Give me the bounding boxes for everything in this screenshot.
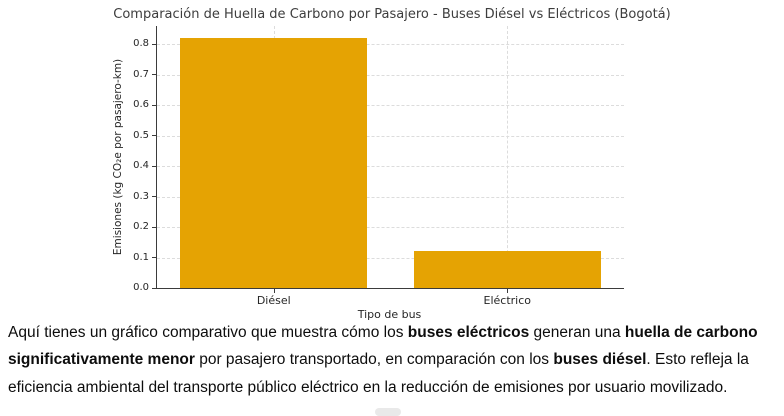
bar-chart-figure: Comparación de Huella de Carbono por Pas… bbox=[112, 7, 671, 321]
bold-text-segment: buses eléctricos bbox=[407, 324, 530, 341]
y-gridline bbox=[157, 227, 624, 229]
y-gridline bbox=[157, 135, 624, 137]
x-axis-title: Tipo de bus bbox=[357, 308, 422, 321]
bottom-partial-element bbox=[375, 408, 401, 416]
y-tick-mark bbox=[152, 104, 156, 106]
y-tick-label: 0.8 bbox=[133, 38, 149, 50]
y-tick-label: 0.1 bbox=[133, 251, 149, 263]
text-segment: Aquí tienes un gráfico comparativo que m… bbox=[8, 324, 408, 341]
bold-text-segment: buses diésel bbox=[553, 351, 647, 369]
y-tick-label: 0.6 bbox=[133, 99, 149, 111]
y-gridline bbox=[157, 257, 624, 259]
chart-title: Comparación de Huella de Carbono por Pas… bbox=[113, 7, 671, 22]
y-tick-label: 0.2 bbox=[133, 221, 149, 233]
x-gridline bbox=[507, 26, 509, 288]
x-tick-mark bbox=[507, 289, 509, 293]
y-tick-mark bbox=[152, 196, 156, 198]
bar-electrico bbox=[413, 251, 601, 288]
text-segment: por pasajero transportado, en comparació… bbox=[194, 351, 554, 369]
y-tick-label: 0.3 bbox=[133, 190, 149, 202]
x-tick-label: Eléctrico bbox=[483, 294, 532, 307]
text-segment: . Esto refleja la eficiencia ambiental d… bbox=[8, 351, 749, 396]
y-gridline bbox=[157, 196, 624, 198]
y-tick-label: 0.5 bbox=[133, 129, 149, 141]
x-tick-mark bbox=[273, 289, 275, 293]
plot-area: 0.0 0.1 0.2 0.3 0.4 0.5 0.6 0.7 0.8 Diésel Eléctri… bbox=[133, 26, 624, 307]
assistant-message: Aquí tienes un gráfico comparativo que m… bbox=[8, 319, 778, 401]
bar-diesel bbox=[180, 38, 368, 288]
y-tick-mark bbox=[152, 257, 156, 259]
y-gridline bbox=[157, 44, 624, 46]
y-tick-mark bbox=[152, 165, 156, 167]
x-tick-label: Diésel bbox=[256, 294, 291, 307]
y-gridline bbox=[157, 105, 624, 107]
y-tick-mark bbox=[152, 74, 156, 76]
y-gridline bbox=[157, 74, 624, 76]
y-tick-mark bbox=[152, 43, 156, 45]
y-tick-label: 0.7 bbox=[133, 68, 149, 80]
y-gridline bbox=[157, 166, 624, 168]
text-segment: generan una bbox=[529, 324, 625, 341]
y-tick-mark bbox=[152, 287, 156, 289]
y-tick-mark bbox=[152, 135, 156, 137]
y-tick-mark bbox=[152, 226, 156, 228]
bold-text-segment: huella de carbono significativamente men… bbox=[8, 324, 758, 369]
y-tick-label: 0.0 bbox=[133, 282, 149, 293]
y-tick-label: 0.4 bbox=[133, 160, 149, 172]
